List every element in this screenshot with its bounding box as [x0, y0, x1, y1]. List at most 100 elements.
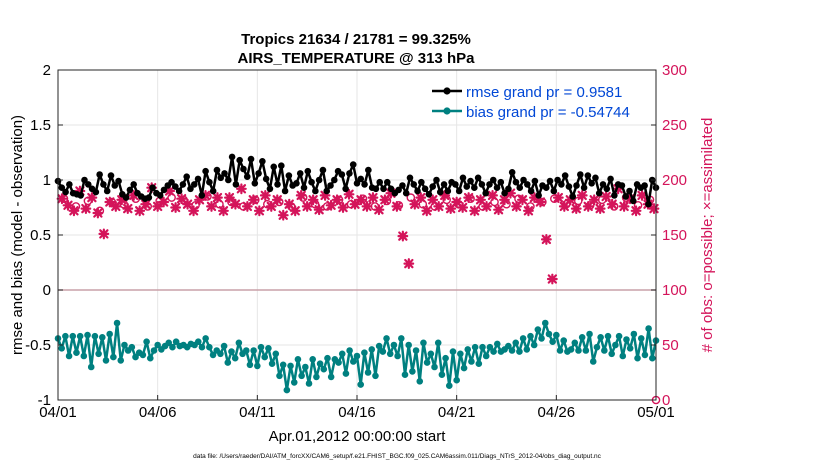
left-axis: -1 -0.5 0 0.5 1 1.5 2 — [25, 62, 63, 409]
obs-assimilated-point-82 — [546, 273, 558, 285]
rmse-point-114 — [486, 181, 493, 188]
rmse-point-140 — [584, 172, 592, 179]
rmse-point-82 — [365, 166, 372, 174]
rmse-point-129 — [542, 184, 550, 191]
bias-point-16 — [113, 319, 121, 327]
obs-assimilated-point-34 — [259, 189, 271, 201]
bias-point-119 — [493, 340, 501, 348]
obs-assimilated-point-83 — [552, 192, 564, 204]
obs-assimilated-point-12 — [128, 189, 140, 201]
rmse-point-107 — [459, 174, 467, 182]
rmse-point-8 — [84, 181, 92, 188]
obs-assimilated-point-72 — [487, 189, 498, 201]
bias-point-103 — [434, 339, 442, 347]
rmse-point-77 — [346, 170, 353, 177]
rmse-point-42 — [213, 166, 221, 174]
rmse-point-14 — [107, 172, 115, 179]
rmse-point-38 — [198, 192, 206, 199]
rmse-point-103 — [444, 187, 452, 195]
legend-bias-label: bias grand pr = -0.54744 — [466, 104, 630, 121]
bias-point-64 — [290, 379, 298, 386]
obs-assimilated-point-68 — [463, 192, 475, 204]
obs-assimilated-point-25 — [206, 200, 217, 212]
obs-assimilated-point-60 — [415, 192, 427, 204]
bias-point-160 — [645, 325, 652, 332]
bias-point-9 — [87, 363, 95, 371]
obs-assimilated-point-55 — [385, 187, 397, 199]
obs-assimilated-point-91 — [600, 191, 612, 202]
rmse-point-137 — [573, 182, 580, 189]
rmse-point-20 — [130, 181, 137, 188]
obs-assimilated-point-89 — [588, 194, 600, 206]
right-tick-label-1: 50 — [662, 337, 679, 354]
bias-point-87 — [375, 342, 383, 350]
obs-assimilated-point-70 — [475, 194, 487, 206]
bias-point-142 — [578, 334, 586, 341]
bias-point-54 — [254, 362, 261, 370]
bias-point-108 — [453, 376, 460, 384]
bias-point-90 — [386, 350, 394, 358]
x-axis: 04/01 04/06 04/11 04/16 04/21 04/26 05/01 — [39, 395, 675, 421]
bias-point-48 — [231, 354, 239, 362]
bias-point-10 — [91, 332, 99, 340]
obs-assimilated-point-92 — [606, 198, 618, 210]
bias-point-21 — [132, 353, 139, 361]
rmse-point-138 — [577, 171, 584, 178]
obs-assimilated-point-2 — [68, 205, 80, 217]
rmse-point-45 — [225, 176, 232, 184]
obs-assimilated-point-86 — [570, 203, 582, 215]
rmse-point-125 — [527, 187, 535, 195]
right-axis: 0 50 100 150 200 250 300 — [651, 62, 687, 409]
bias-point-3 — [65, 352, 73, 360]
obs-assimilated-point-46 — [331, 194, 343, 206]
rmse-point-72 — [327, 182, 334, 189]
rmse-point-142 — [592, 174, 599, 182]
rmse-point-1 — [58, 184, 66, 191]
obs-assimilated-point-41 — [301, 200, 313, 212]
legend-rmse-label: rmse grand pr = 0.9581 — [466, 84, 622, 101]
bias-point-113 — [471, 343, 479, 351]
bias-point-143 — [582, 347, 590, 354]
rmse-point-51 — [247, 155, 255, 163]
rmse-point-3 — [66, 181, 73, 188]
bias-point-53 — [250, 347, 257, 354]
obs-assimilated-point-88 — [582, 200, 594, 212]
rmse-point-63 — [293, 180, 300, 187]
rmse-point-85 — [376, 178, 384, 186]
bias-point-38 — [194, 338, 202, 346]
rmse-point-41 — [209, 187, 217, 195]
obs-assimilated-point-9 — [110, 200, 122, 212]
rmse-point-40 — [206, 178, 213, 186]
rmse-point-80 — [357, 175, 365, 183]
y-axis-right-label: # of obs: o=possible; ×=assimilated — [699, 118, 716, 353]
obs-assimilated-point-20 — [176, 193, 188, 205]
chart-title: Tropics 21634 / 21781 = 99.325% — [241, 31, 471, 48]
obs-assimilated-point-29 — [229, 198, 241, 210]
bias-point-105 — [442, 354, 449, 362]
obs-assimilated-point-96 — [630, 205, 642, 217]
bias-point-81 — [353, 352, 361, 360]
obs-assimilated-point-1 — [62, 199, 74, 211]
bias-point-82 — [357, 381, 364, 388]
rmse-point-146 — [607, 175, 614, 183]
bias-point-159 — [641, 351, 649, 359]
obs-assimilated-point-58 — [403, 258, 415, 270]
rmse-point-88 — [387, 185, 395, 193]
obs-assimilated-point-6 — [92, 207, 104, 219]
rmse-point-30 — [168, 178, 175, 186]
obs-assimilated-point-77 — [517, 194, 528, 206]
bias-point-156 — [630, 330, 638, 338]
rmse-point-113 — [482, 189, 489, 197]
bias-point-135 — [553, 331, 560, 339]
rmse-point-93 — [406, 174, 414, 182]
rmse-point-70 — [319, 166, 327, 174]
rmse-point-87 — [383, 178, 391, 186]
rmse-point-28 — [160, 186, 168, 194]
rmse-point-16 — [115, 177, 122, 185]
rmse-point-144 — [599, 181, 607, 188]
obs-assimilated-point-57 — [397, 230, 409, 242]
obs-assimilated-point-36 — [271, 194, 283, 206]
rmse-point-43 — [217, 174, 225, 182]
rmse-point-24 — [145, 194, 153, 201]
left-tick-label-4: 1 — [43, 172, 51, 189]
